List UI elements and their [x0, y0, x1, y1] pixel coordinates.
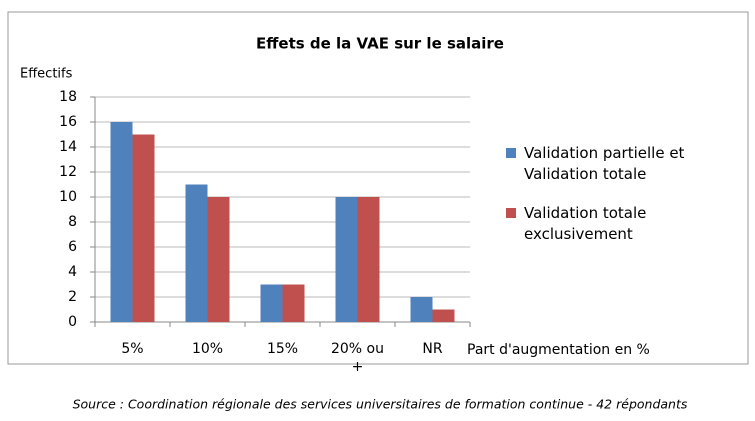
bar	[132, 134, 155, 322]
y-tick-label: 0	[68, 314, 77, 330]
x-axis-label: Part d'augmentation en %	[467, 342, 650, 358]
bar	[260, 284, 283, 322]
bar	[335, 197, 358, 322]
bar	[357, 197, 380, 322]
y-tick-label: 10	[59, 189, 77, 205]
y-axis-label: Effectifs	[20, 67, 73, 82]
x-tick-label: 10%	[191, 341, 224, 357]
y-tick-label: 18	[59, 89, 77, 105]
y-tick-label: 2	[68, 289, 77, 305]
source-note: Source : Coordination régionale des serv…	[73, 397, 688, 412]
y-tick-label: 8	[68, 214, 77, 230]
legend-label: Validation partielle et Validation total…	[524, 144, 685, 183]
bar	[185, 184, 208, 322]
x-tick-label: 15%	[266, 341, 299, 357]
bar	[282, 284, 305, 322]
x-tick-label: 20% ou +	[330, 341, 384, 375]
x-tick-label: NR	[422, 341, 443, 357]
y-tick-label: 4	[68, 264, 77, 280]
bar	[207, 197, 230, 322]
bar	[410, 297, 433, 322]
x-tick-label: 5%	[121, 341, 144, 357]
legend-label: Validation totale exclusivement	[524, 204, 647, 243]
chart-title: Effets de la VAE sur le salaire	[256, 35, 504, 53]
y-tick-label: 6	[68, 239, 77, 255]
bar	[432, 309, 455, 322]
y-tick-label: 12	[59, 164, 77, 180]
legend-swatch	[506, 148, 516, 158]
y-tick-label: 14	[59, 139, 77, 155]
legend-swatch	[506, 208, 516, 218]
y-tick-label: 16	[59, 114, 77, 130]
bar	[110, 122, 133, 322]
